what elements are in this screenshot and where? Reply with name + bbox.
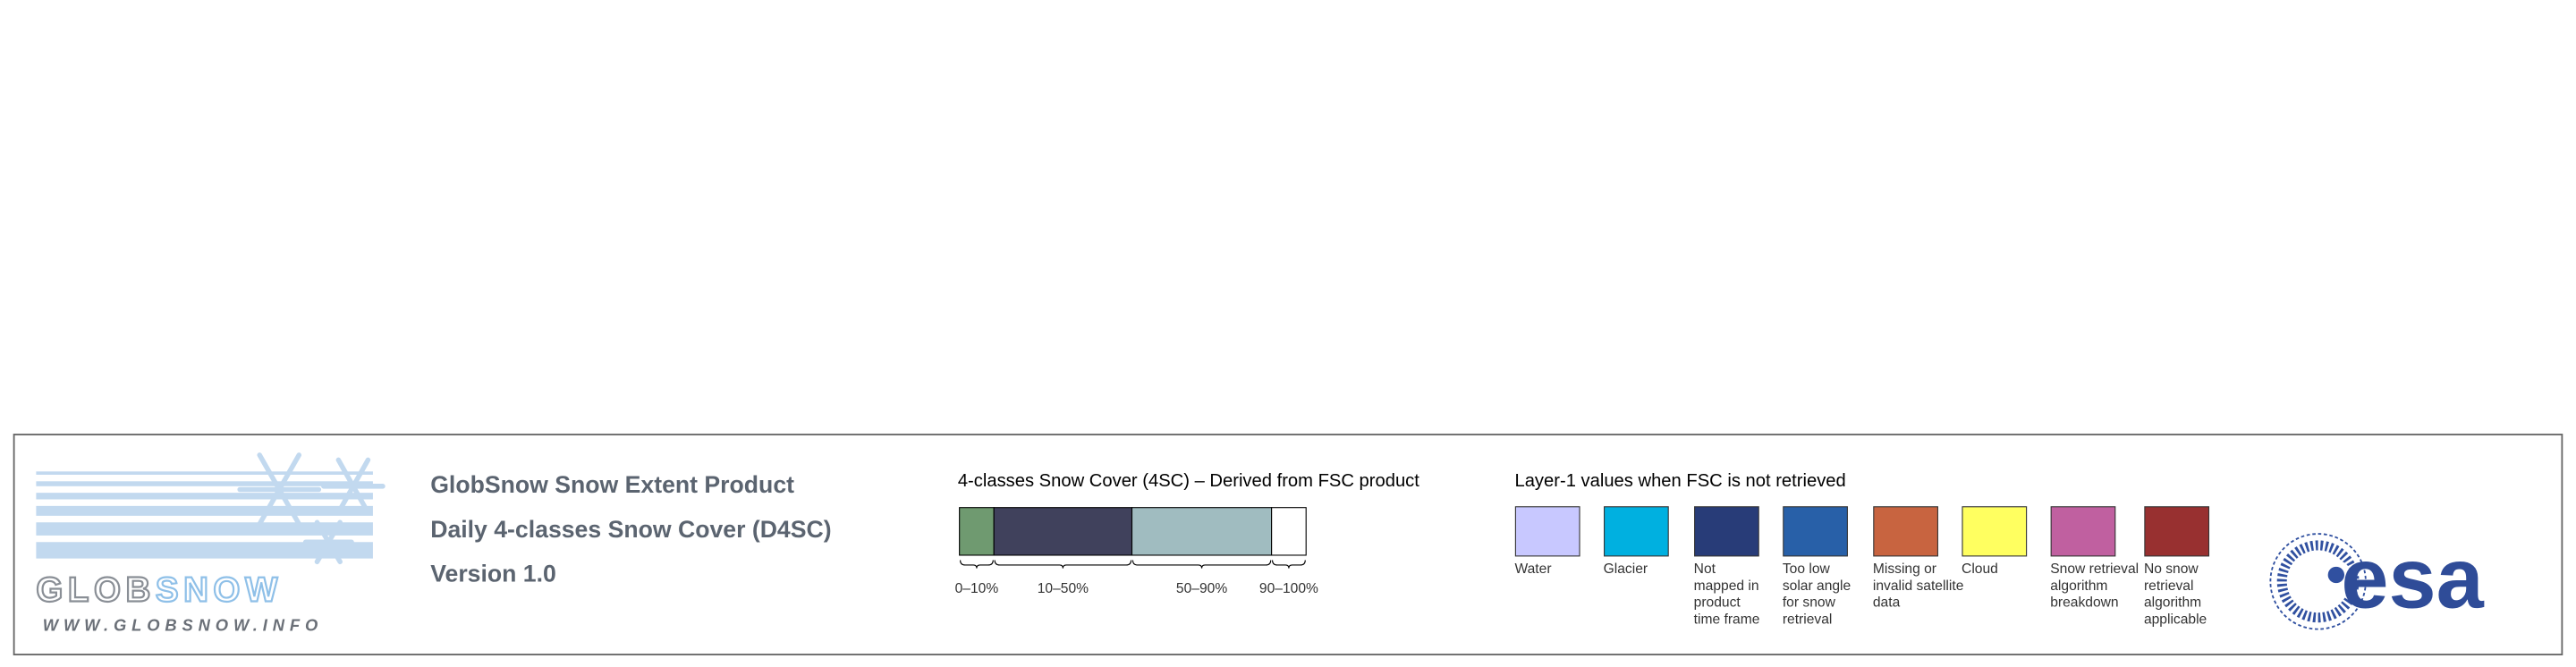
layer1-label: solar angle [1783, 578, 1851, 594]
layer1-swatch [2050, 506, 2116, 557]
logo-name-part: GLOB [36, 570, 155, 609]
layer1-label: time frame [1694, 612, 1760, 627]
class-label: 90–100% [1259, 581, 1318, 596]
layer1-swatch [1873, 506, 1938, 557]
layer1-label: Cloud [1962, 561, 1998, 577]
layer1-label: No snow [2144, 561, 2199, 577]
layer1-swatch [1514, 506, 1580, 557]
snow-cover-title: 4-classes Snow Cover (4SC) – Derived fro… [958, 471, 1419, 491]
logo-url: WWW.GLOBSNOW.INFO [43, 615, 323, 634]
class-brace [994, 560, 1132, 569]
layer1-label: retrieval [1783, 612, 1833, 627]
layer1-legend: Layer-1 values when FSC is not retrieved… [1514, 471, 2210, 627]
layer1-swatch [1694, 506, 1759, 557]
layer1-swatch [1604, 506, 1669, 557]
class-swatch [993, 507, 1133, 556]
class-brace [960, 560, 994, 569]
layer1-label: algorithm [2050, 578, 2107, 594]
layer1-label: Not [1694, 561, 1716, 577]
snow-cover-legend: 4-classes Snow Cover (4SC) – Derived fro… [955, 471, 1420, 596]
layer1-swatch [2144, 506, 2210, 557]
layer1-label: mapped in [1694, 578, 1759, 594]
class-swatch [1131, 507, 1273, 556]
layer1-label: for snow [1783, 595, 1836, 611]
header-line: GlobSnow Snow Extent Product [430, 471, 794, 498]
header: GlobSnow Snow Extent Product Daily 4-clas… [430, 471, 831, 587]
logo-name: GLOBSNOW [36, 570, 282, 609]
layer1-swatch [1962, 506, 2028, 557]
layer1-label: Too low [1783, 561, 1831, 577]
class-brace [1131, 560, 1272, 569]
esa-text: esa [2341, 532, 2484, 627]
class-label: 0–10% [955, 581, 999, 596]
layer1-title: Layer-1 values when FSC is not retrieved [1514, 471, 1845, 491]
esa-logo: esa [2269, 532, 2485, 630]
class-swatch [1271, 507, 1307, 556]
layer1-label: Missing or [1873, 561, 1936, 577]
layer1-swatch [1783, 506, 1848, 557]
logo-name-part: SNOW [156, 570, 283, 609]
class-label: 50–90% [1176, 581, 1227, 596]
layer1-label: algorithm [2144, 595, 2201, 611]
class-swatch [959, 507, 995, 556]
class-label: 10–50% [1038, 581, 1089, 596]
layer1-label: product [1694, 595, 1741, 611]
layer1-label: applicable [2144, 612, 2207, 627]
layer1-label: retrieval [2144, 578, 2194, 594]
header-line: Version 1.0 [430, 560, 556, 587]
layer1-label: Snow retrieval [2050, 561, 2139, 577]
layer1-label: breakdown [2050, 595, 2118, 611]
class-brace [1272, 560, 1306, 569]
snowflakes [237, 452, 386, 565]
logo-stripes [36, 471, 373, 559]
header-line: Daily 4-classes Snow Cover (D4SC) [430, 516, 831, 543]
layer1-label: Glacier [1604, 561, 1648, 577]
layer1-label: Water [1514, 561, 1551, 577]
layer1-label: invalid satellite [1873, 578, 1964, 594]
layer1-label: data [1873, 595, 1901, 611]
